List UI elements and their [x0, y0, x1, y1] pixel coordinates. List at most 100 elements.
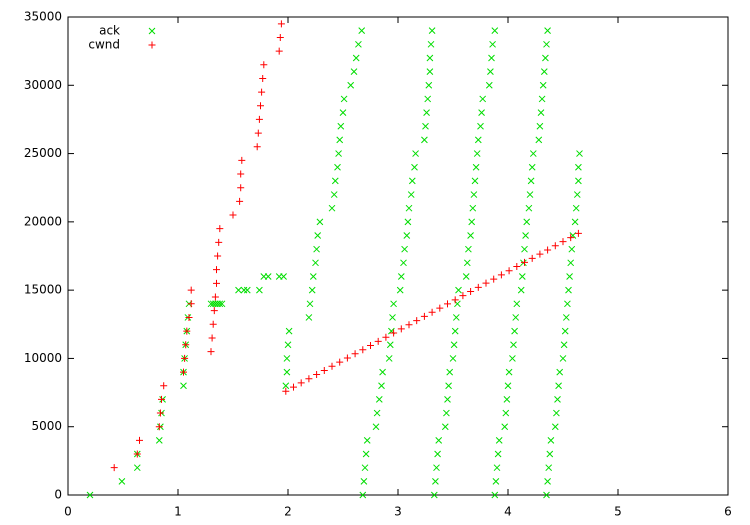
data-point	[459, 292, 467, 300]
data-point	[547, 437, 555, 444]
data-point	[236, 197, 244, 205]
data-point	[566, 273, 573, 280]
data-point	[328, 362, 336, 370]
data-point	[158, 395, 165, 403]
data-point	[258, 88, 266, 96]
data-point	[290, 383, 297, 391]
data-point	[182, 341, 190, 349]
data-point	[405, 321, 413, 329]
data-point	[255, 115, 263, 123]
data-point	[331, 177, 339, 185]
data-point	[575, 163, 582, 171]
y-tick-label: 20000	[24, 214, 62, 228]
x-tick-label: 3	[394, 505, 402, 519]
data-point	[213, 279, 220, 287]
data-point	[551, 242, 559, 250]
data-point	[312, 259, 319, 267]
data-point	[297, 379, 305, 387]
data-point	[404, 218, 412, 226]
data-point	[562, 314, 570, 321]
data-point	[155, 423, 163, 431]
data-point	[156, 409, 164, 417]
data-point	[133, 464, 141, 472]
y-tick-label: 35000	[24, 10, 62, 24]
data-point	[467, 288, 475, 296]
x-tick-label: 1	[174, 505, 182, 519]
data-point	[482, 279, 490, 287]
data-point	[434, 450, 441, 458]
data-point	[360, 477, 368, 485]
data-point	[213, 266, 220, 274]
data-point	[444, 396, 451, 403]
data-point	[535, 136, 543, 144]
data-point	[450, 341, 458, 349]
data-point	[501, 423, 509, 431]
data-point	[403, 232, 411, 239]
data-point	[551, 423, 559, 431]
data-point	[512, 314, 520, 321]
data-point	[462, 273, 470, 280]
data-point	[426, 54, 434, 62]
data-point	[425, 81, 433, 89]
data-point	[382, 333, 390, 341]
data-point	[565, 286, 572, 294]
data-point	[436, 304, 444, 312]
data-point	[559, 355, 567, 362]
data-point	[400, 259, 407, 267]
data-point	[572, 204, 580, 212]
data-point	[237, 184, 245, 192]
data-point	[513, 263, 521, 271]
data-point	[561, 327, 569, 335]
data-point	[539, 81, 547, 89]
y-tick-label: 10000	[24, 351, 62, 365]
data-point	[367, 341, 374, 349]
data-point	[536, 122, 544, 130]
data-point	[433, 464, 440, 472]
data-point	[305, 375, 313, 383]
data-point	[343, 354, 351, 362]
data-point	[235, 286, 242, 294]
data-point	[257, 102, 264, 110]
data-point	[330, 191, 338, 198]
data-point	[573, 191, 581, 198]
data-point	[374, 337, 382, 345]
data-point	[568, 245, 576, 253]
data-point	[468, 218, 476, 226]
data-point	[280, 273, 287, 280]
data-point	[133, 450, 141, 458]
data-point	[282, 382, 290, 390]
data-point	[253, 143, 261, 151]
data-point	[542, 54, 549, 62]
data-point	[487, 68, 494, 75]
data-point	[216, 225, 224, 233]
data-point	[491, 491, 499, 499]
data-point	[401, 245, 408, 253]
y-tick-label: 5000	[31, 419, 62, 433]
data-point	[336, 358, 344, 366]
data-point	[347, 81, 355, 89]
data-point	[518, 273, 526, 280]
data-point	[511, 327, 518, 335]
data-point	[237, 170, 245, 178]
data-point	[308, 286, 316, 294]
legend-label: ack	[99, 24, 120, 38]
data-point	[421, 136, 428, 144]
data-point	[397, 325, 405, 333]
data-point	[485, 81, 493, 89]
data-point	[210, 307, 218, 315]
data-point	[256, 286, 263, 294]
x-tick-label: 5	[614, 505, 622, 519]
data-point	[435, 437, 443, 444]
data-point	[207, 348, 215, 356]
data-point	[309, 273, 317, 280]
data-point	[320, 366, 328, 374]
data-point	[359, 491, 367, 499]
data-point	[451, 296, 459, 304]
data-point	[229, 211, 237, 219]
data-point	[155, 437, 163, 444]
data-point	[444, 300, 451, 308]
data-point	[180, 382, 187, 390]
data-point	[494, 450, 502, 458]
data-point	[390, 329, 398, 337]
data-point	[285, 327, 293, 335]
